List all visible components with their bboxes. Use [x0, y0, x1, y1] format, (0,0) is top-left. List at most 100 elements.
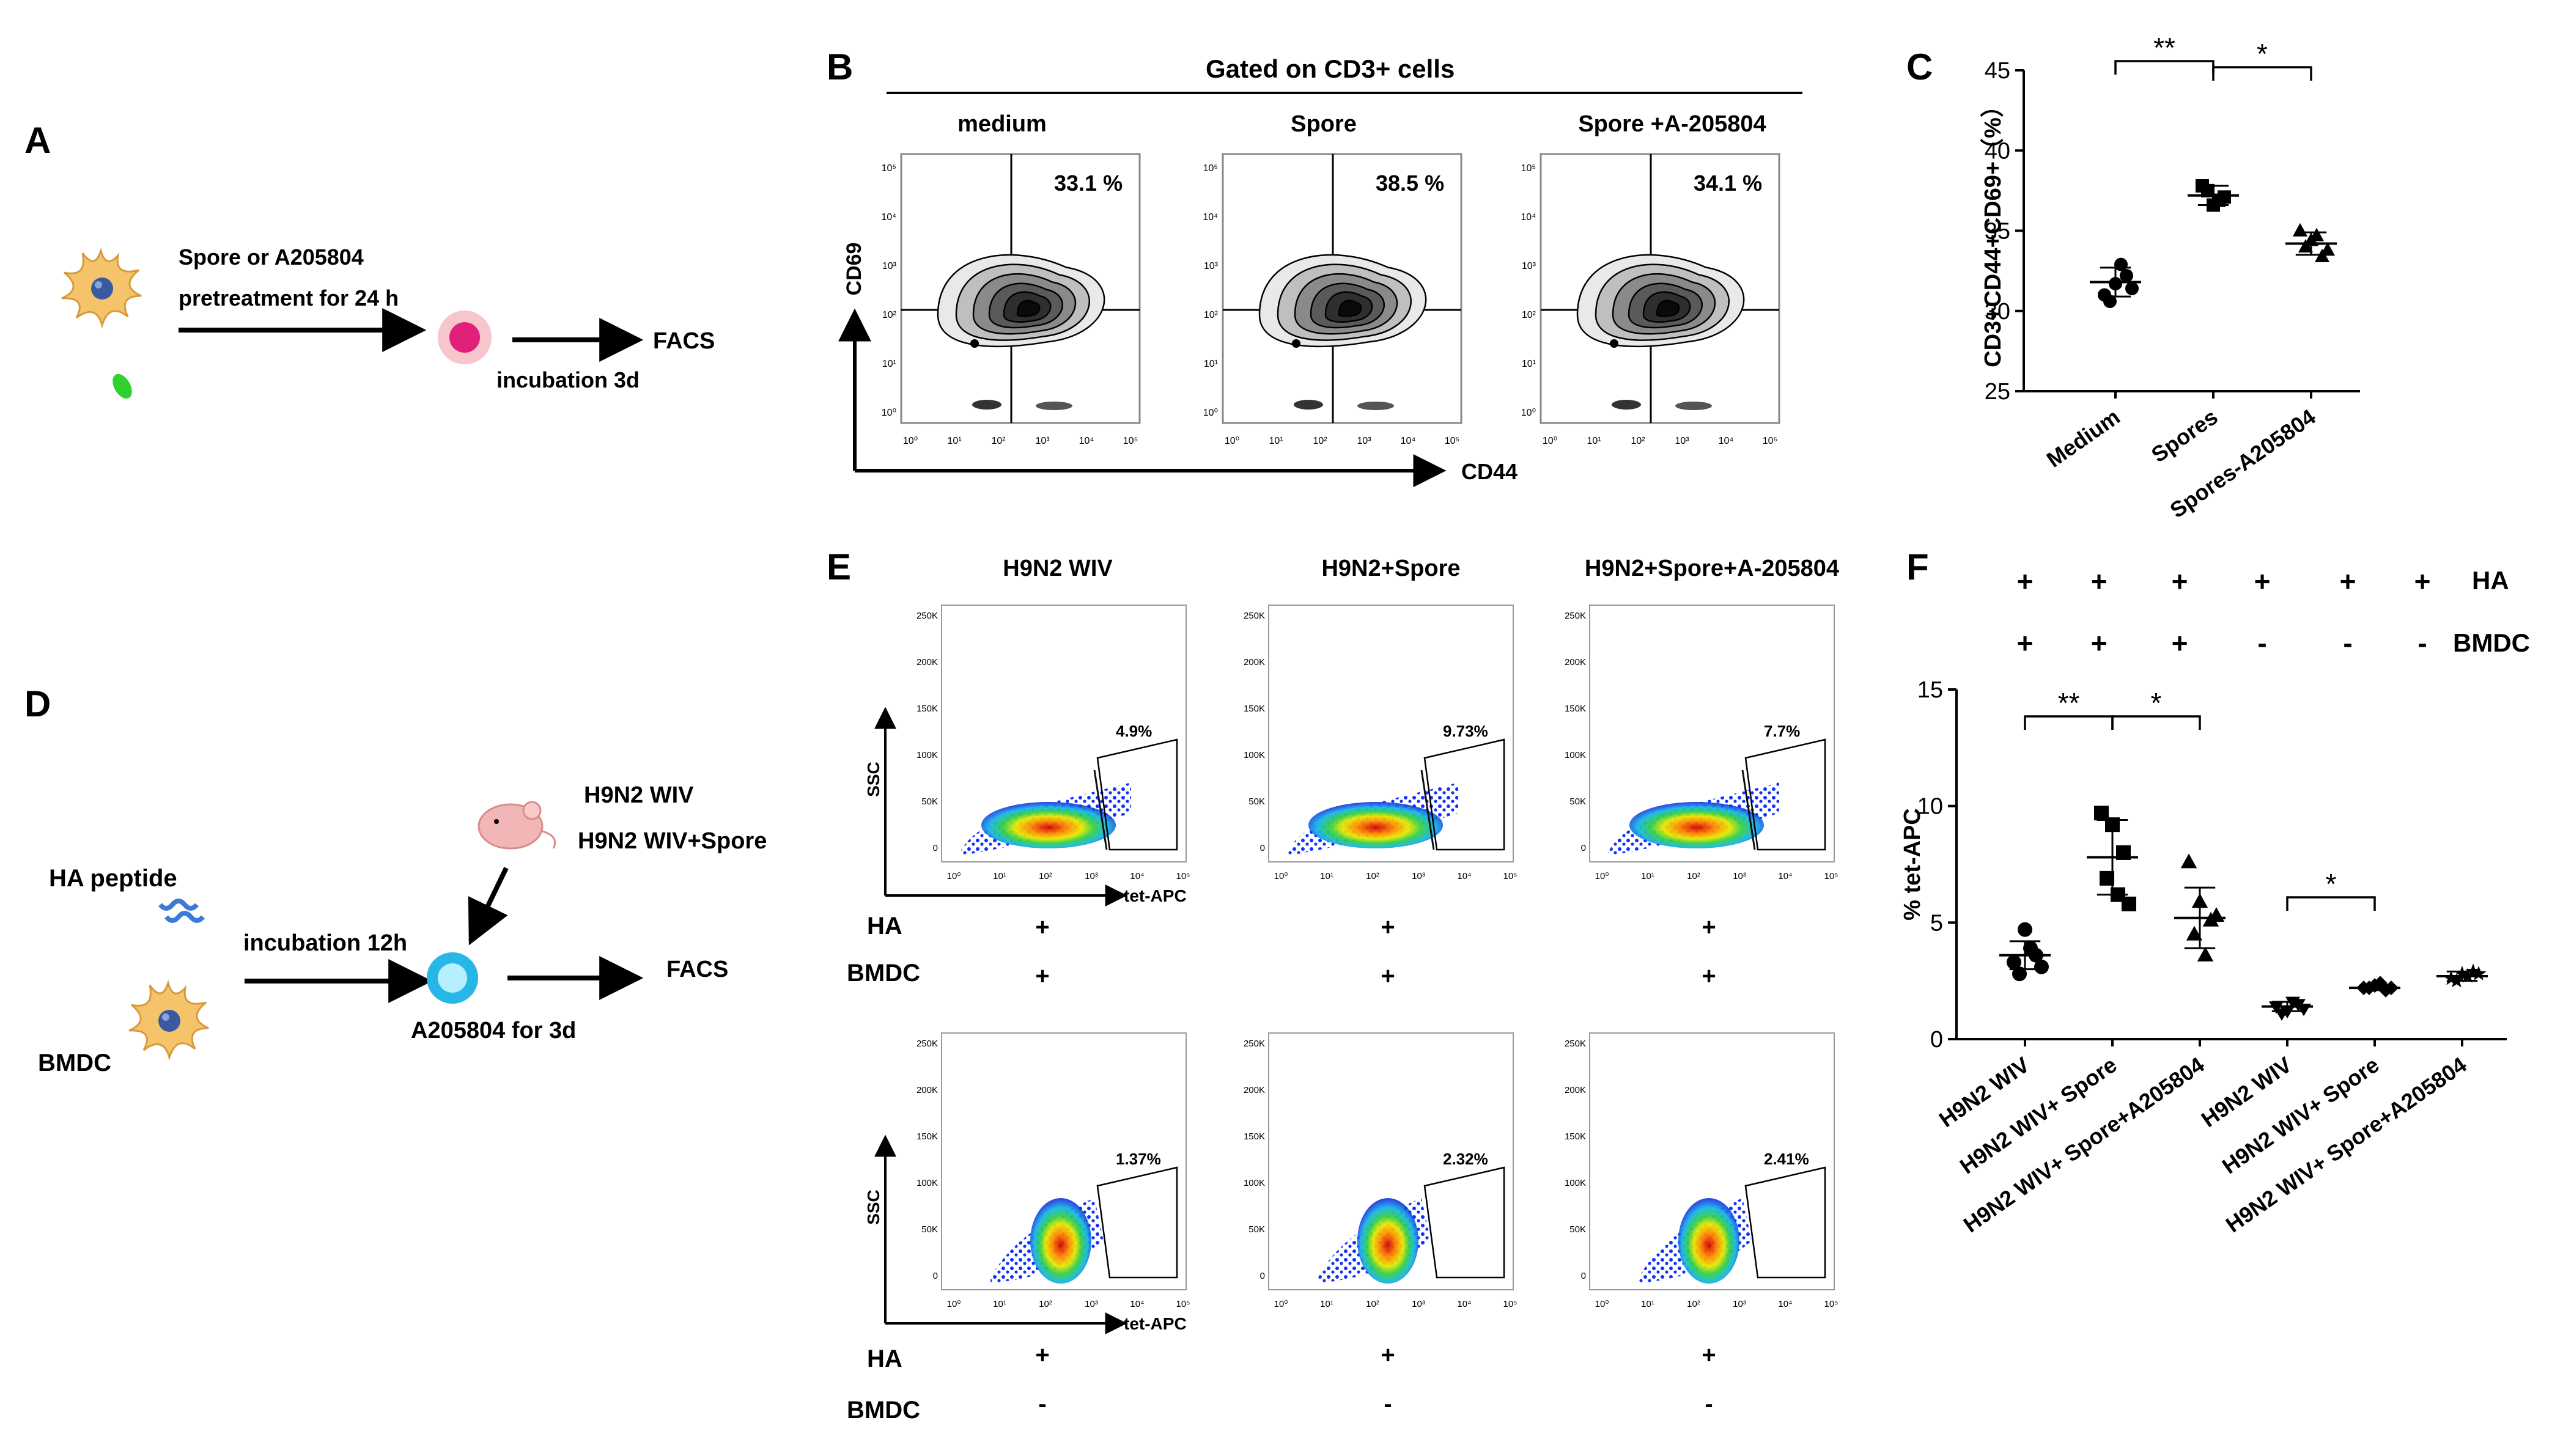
data-point: [2197, 946, 2214, 961]
panel-e-x-label: tet-APC: [1124, 886, 1187, 905]
f-bmdc-sign: +: [2172, 627, 2188, 659]
gate-polygon: [1744, 738, 1826, 851]
panel-b-letter: B: [827, 46, 853, 87]
quadrant-percent: 38.5 %: [1376, 171, 1444, 196]
significance-label: **: [2153, 32, 2175, 64]
significance-label: *: [2257, 38, 2268, 70]
ha-sign: +: [1381, 1342, 1395, 1369]
contour-plot-title: medium: [957, 111, 1047, 137]
ha-sign: +: [1381, 914, 1395, 941]
x-tick-label: 10³: [1733, 871, 1746, 881]
y-tick-label: 10⁴: [881, 212, 896, 222]
y-tick-label: 5: [1930, 910, 1943, 936]
panel-e-bmdc-label-top: BMDC: [847, 960, 920, 987]
panel-d-incubation: incubation 12h: [243, 930, 407, 956]
f-bmdc-sign: -: [2417, 627, 2427, 659]
f-ha-sign: +: [2172, 565, 2188, 597]
density-hotspot: [981, 802, 1116, 848]
panel-a-facs: FACS: [653, 328, 715, 354]
dot-plot-2-2: 2.32% 250K 200K 150K 100K 50K 0 10⁰ 10¹ 10² 10³ 10⁴…: [1244, 1032, 1517, 1417]
x-tick-label: 10³: [1675, 436, 1689, 446]
data-point: [2012, 966, 2027, 982]
x-tick-label: 10¹: [1641, 1299, 1654, 1309]
y-tick-label: 10⁴: [1203, 212, 1218, 222]
quadrant-percent: 33.1 %: [1054, 171, 1123, 196]
x-tick-label: 10⁰: [947, 871, 961, 881]
x-tick-label: 10²: [1687, 1299, 1700, 1309]
x-tick-label: 10⁴: [1079, 436, 1094, 446]
data-point: [2023, 941, 2038, 956]
x-tick-label: 10¹: [993, 871, 1006, 881]
data-point: [2298, 239, 2314, 253]
panel-e: E H9N2 WIV H9N2+Spore H9N2+Spore+A-205804 4…: [827, 546, 1839, 1424]
y-tick-label: 200K: [916, 657, 938, 667]
panel-d-arrow-down: [468, 867, 509, 946]
y-tick-label: 150K: [1565, 1131, 1586, 1142]
panel-a-label-1: Spore or A205804: [179, 245, 364, 270]
y-tick-label: 10⁵: [1203, 163, 1218, 174]
outlier-blob: [972, 400, 1001, 410]
panel-d-ha-peptide: HA peptide: [49, 865, 177, 892]
panel-b-y-label: CD69: [843, 243, 866, 296]
data-point: [2471, 966, 2487, 980]
y-tick-label: 150K: [1565, 704, 1586, 714]
y-tick-label: 250K: [1565, 1039, 1586, 1049]
cyan-nucleus-icon: [438, 963, 467, 993]
density-hotspot: [1357, 1198, 1418, 1284]
y-axis-label: CD3+CD44+CD69+（%）: [1980, 94, 2006, 367]
y-tick-label: 10³: [1204, 261, 1219, 271]
x-tick-label: 10¹: [1269, 436, 1283, 446]
panel-e-column-title: H9N2 WIV: [1003, 556, 1113, 581]
y-tick-label: 0: [933, 1271, 938, 1281]
bmdc-cell-icon: [128, 982, 210, 1059]
mouse-eye-icon: [494, 819, 499, 824]
gate-percent: 2.32%: [1443, 1150, 1488, 1168]
spore-icon: [112, 373, 132, 399]
panel-d-bmdc: BMDC: [38, 1050, 111, 1076]
gate-polygon: [1096, 738, 1178, 851]
panel-e-column-title: H9N2+Spore: [1321, 556, 1460, 581]
x-tick-label: 10³: [1412, 871, 1425, 881]
panel-c: C 25 30 35 40 45 CD3+CD44+CD69+（%） Medium Spore…: [1906, 32, 2360, 523]
data-point: [2120, 269, 2133, 282]
contour-ring: [1016, 300, 1041, 317]
x-tick-label: 10²: [1313, 436, 1327, 446]
x-tick-label: 10⁴: [1130, 871, 1144, 881]
data-point: [2122, 896, 2136, 911]
y-tick-label: 150K: [1244, 704, 1265, 714]
density-hotspot: [1629, 802, 1764, 848]
x-tick-label: 10³: [1035, 436, 1050, 446]
gate-percent: 2.41%: [1764, 1150, 1809, 1168]
panel-c-letter: C: [1906, 46, 1933, 87]
y-tick-label: 10²: [1204, 310, 1219, 320]
panel-e-x-label: tet-APC: [1124, 1314, 1187, 1333]
density-hotspot: [1308, 802, 1443, 848]
bmdc-sign: -: [1705, 1391, 1713, 1417]
data-point: [2103, 295, 2117, 308]
x-tick-label: 10⁵: [1824, 1299, 1838, 1309]
y-tick-label: 150K: [1244, 1131, 1265, 1142]
y-tick-label: 35: [1985, 219, 2010, 245]
y-tick-label: 10²: [882, 310, 897, 320]
panel-e-bmdc-label-bottom: BMDC: [847, 1397, 920, 1424]
x-tick-label: 10⁰: [1225, 436, 1239, 446]
panel-d-virus-2: H9N2 WIV+Spore: [578, 828, 767, 854]
panel-d: D HA peptide BMDC incubation 12h H9N2 WI…: [24, 683, 767, 1076]
f-bmdc-sign: +: [2017, 627, 2034, 659]
ha-peptide-icon-2: [164, 911, 205, 923]
x-tick-label: 10⁴: [1778, 871, 1792, 881]
y-tick-label: 50K: [1569, 796, 1586, 807]
x-tick-label: 10¹: [1641, 871, 1654, 881]
x-tick-label: 10³: [1412, 1299, 1425, 1309]
x-tick-label: 10⁰: [1274, 1299, 1288, 1309]
y-tick-label: 150K: [916, 704, 938, 714]
significance-bracket: [2111, 715, 2201, 730]
x-tick-label: Spores: [2147, 404, 2222, 468]
outlier-blob: [1357, 402, 1394, 410]
f-ha-sign: +: [2017, 565, 2034, 597]
y-tick-label: 150K: [916, 1131, 938, 1142]
y-tick-label: 30: [1985, 299, 2010, 325]
panel-f-bmdc-label: BMDC: [2453, 628, 2530, 657]
data-point: [2212, 193, 2226, 207]
data-point: [2292, 222, 2308, 237]
